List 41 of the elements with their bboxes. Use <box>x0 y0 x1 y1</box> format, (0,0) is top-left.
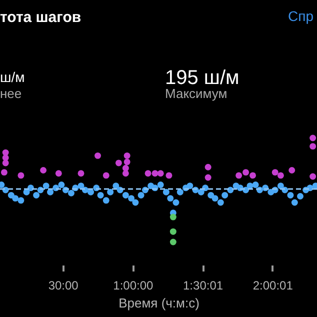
text: Спр <box>288 8 314 24</box>
x-tick-label: 1:30:01 <box>183 278 224 292</box>
point <box>78 170 84 177</box>
point <box>157 170 164 177</box>
point <box>166 172 172 179</box>
text: ш/м <box>0 69 25 85</box>
point <box>94 152 101 159</box>
x-tick-label: 2:00:01 <box>252 278 294 292</box>
x-tick-label: 1:00:00 <box>113 278 154 292</box>
point <box>170 214 176 220</box>
point <box>170 238 176 246</box>
point <box>170 228 176 235</box>
point <box>288 167 296 174</box>
text: 195 ш/м <box>165 67 240 89</box>
point <box>144 170 152 177</box>
point <box>204 164 212 170</box>
point <box>277 172 284 179</box>
point <box>310 143 316 150</box>
point <box>40 167 47 174</box>
x-axis-title: Время (ч:м:с) <box>118 296 200 310</box>
text: Максимум <box>165 86 228 101</box>
point <box>250 172 256 179</box>
point <box>18 172 24 179</box>
point <box>55 170 62 177</box>
point <box>115 160 122 166</box>
point <box>102 172 110 179</box>
point <box>310 134 316 142</box>
point <box>310 173 316 180</box>
point <box>242 169 250 176</box>
point <box>124 152 130 159</box>
point <box>204 174 212 181</box>
point <box>124 158 130 166</box>
point <box>0 169 8 176</box>
text: нее <box>0 86 22 101</box>
point <box>272 169 278 176</box>
chart-title: тота шагов <box>0 9 82 26</box>
point <box>2 160 9 166</box>
point <box>122 170 129 177</box>
point <box>236 172 242 179</box>
point <box>152 170 158 177</box>
x-tick-label: 30:00 <box>48 278 79 292</box>
